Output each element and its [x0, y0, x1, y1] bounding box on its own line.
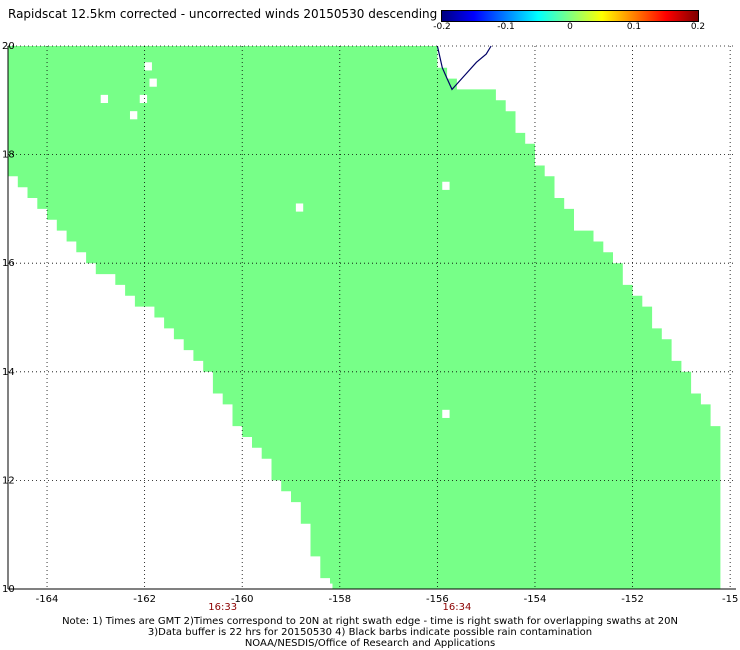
coastline-hawaii: [436, 45, 492, 91]
lat-tick-label: 18: [2, 150, 15, 161]
lat-tick-label: 16: [2, 258, 15, 269]
lon-tick-label: -158: [328, 594, 351, 605]
colorbar-tick-label: -0.2: [433, 22, 451, 32]
lon-tick-label: -156: [426, 594, 449, 605]
lon-tick-label: -152: [621, 594, 644, 605]
lon-tick-label: -164: [36, 594, 59, 605]
lat-tick-label: 20: [2, 41, 15, 52]
data-gap: [295, 534, 304, 543]
lat-tick-label: 14: [2, 367, 15, 378]
note-line-2: 3)Data buffer is 22 hrs for 20150530 4) …: [147, 627, 593, 638]
note-line-3: NOAA/NESDIS/Office of Research and Appli…: [244, 638, 496, 649]
data-gap: [139, 94, 148, 104]
data-gap: [442, 409, 450, 418]
data-gap: [325, 583, 333, 592]
data-gap: [295, 203, 304, 212]
map-title: Rapidscat 12.5km corrected - uncorrected…: [8, 7, 438, 21]
data-gap: [100, 94, 109, 104]
data-gap: [149, 78, 157, 87]
lat-tick-label: 12: [2, 475, 15, 486]
lon-tick-label: -160: [231, 594, 254, 605]
colorbar-tick-label: -0.1: [497, 22, 515, 32]
lon-tick-label: -15: [722, 594, 738, 605]
note-line-1: Note: 1) Times are GMT 2)Times correspon…: [62, 616, 678, 627]
swath-time-label: 16:34: [442, 602, 471, 613]
colorbar-tick-label: 0: [567, 22, 573, 32]
wind-swath: [8, 46, 721, 589]
data-gap: [442, 181, 450, 190]
lon-tick-label: -154: [524, 594, 547, 605]
colorbar: [441, 10, 699, 22]
data-gap: [144, 62, 152, 71]
colorbar-tick-label: 0.2: [690, 22, 706, 32]
lat-tick-label: 10: [2, 584, 15, 595]
data-gap: [129, 111, 138, 120]
swath-time-label: 16:33: [208, 602, 237, 613]
lon-tick-label: -162: [133, 594, 156, 605]
colorbar-tick-label: 0.1: [626, 22, 642, 32]
